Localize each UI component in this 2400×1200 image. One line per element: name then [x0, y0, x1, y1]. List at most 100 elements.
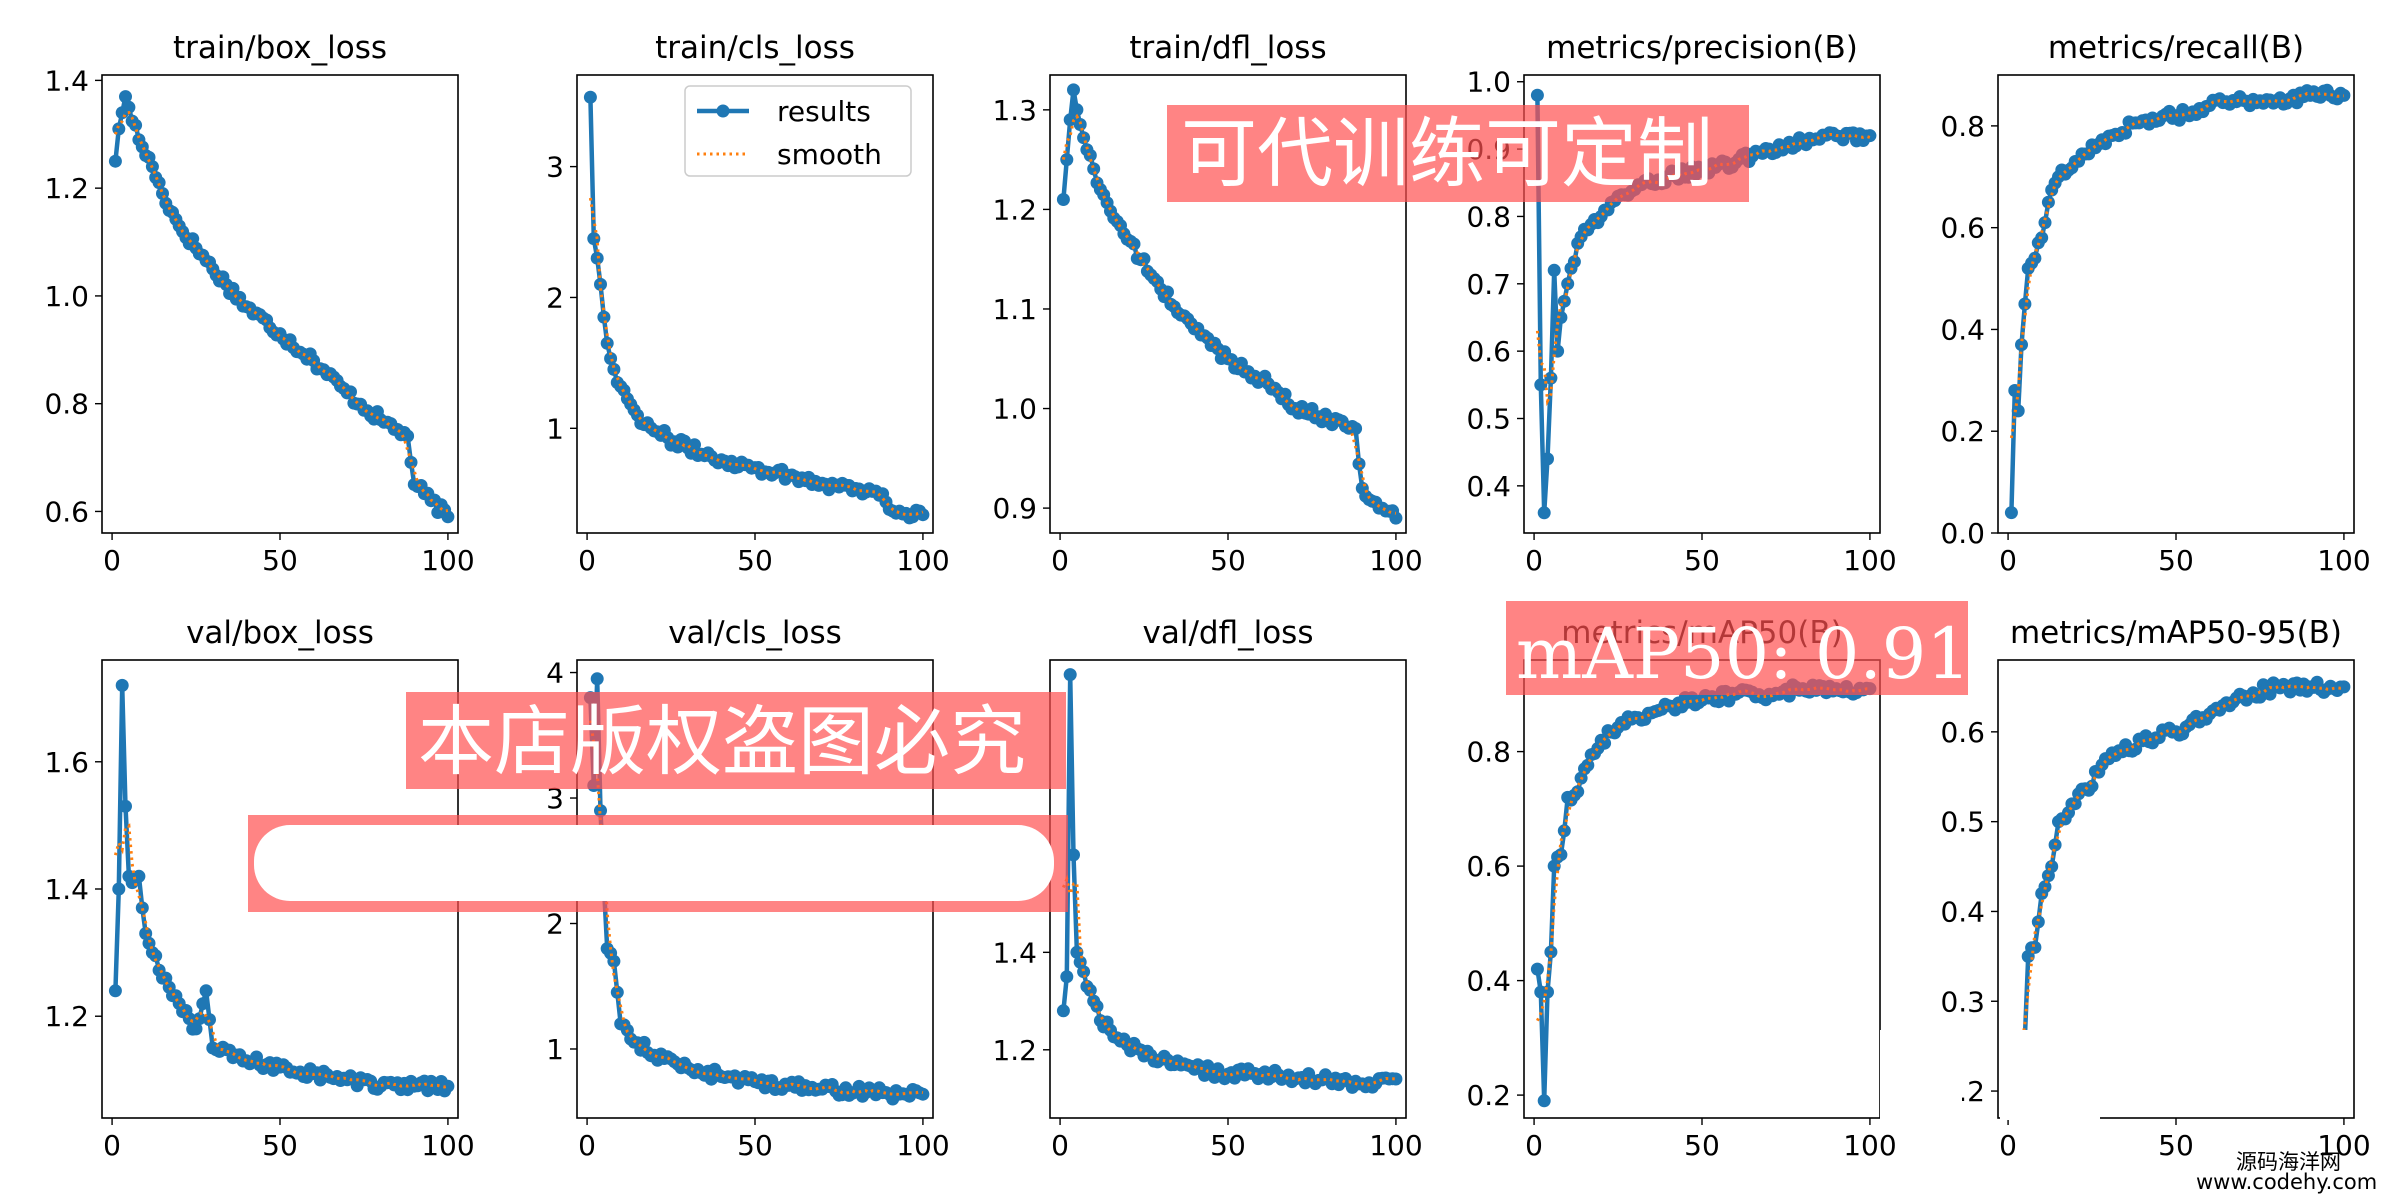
results-point	[2337, 680, 2351, 694]
x-tick-label: 0	[1999, 1129, 2017, 1162]
results-point	[139, 927, 153, 940]
watermark-blank-pill	[254, 825, 1054, 901]
x-tick-label: 0	[1525, 1129, 1543, 1162]
y-tick-label: 1.0	[992, 393, 1037, 426]
results-point	[583, 90, 597, 104]
results-point	[2038, 216, 2052, 230]
results-point	[1063, 113, 1077, 127]
series-smooth-line	[2009, 91, 2345, 439]
y-tick-label: 1.2	[992, 1034, 1037, 1067]
x-tick-label: 50	[1210, 544, 1246, 577]
results-point	[1554, 848, 1568, 862]
results-point	[132, 869, 146, 883]
results-point	[1083, 148, 1097, 162]
x-tick-label: 50	[1684, 544, 1720, 577]
y-tick-label: 0.6	[44, 495, 89, 528]
results-point	[2028, 251, 2042, 265]
y-tick-label: 0.8	[1466, 200, 1511, 233]
results-point	[594, 804, 607, 818]
results-point	[441, 1079, 455, 1093]
y-tick-label: 0.4	[1466, 470, 1511, 503]
x-tick-label: 0	[578, 1129, 596, 1162]
y-tick-label: 1	[546, 412, 564, 445]
white-patch	[2000, 1030, 2100, 1120]
subplot-title: metrics/recall(B)	[2048, 30, 2304, 66]
y-tick-label: 1.0	[44, 280, 89, 313]
results-point	[156, 187, 169, 200]
legend: results smooth	[684, 85, 912, 177]
results-point	[1544, 945, 1558, 959]
y-tick-label: 1.6	[44, 746, 89, 779]
results-point	[1349, 422, 1363, 435]
y-tick-label: 1.2	[44, 172, 89, 205]
results-point	[226, 281, 240, 295]
results-point	[1067, 848, 1080, 862]
results-point	[2015, 338, 2028, 352]
x-tick-label: 100	[421, 1129, 474, 1162]
x-tick-label: 0	[1051, 1129, 1069, 1162]
results-point	[1087, 162, 1101, 176]
results-point	[1554, 311, 1568, 324]
x-tick-label: 100	[1369, 544, 1422, 577]
results-point	[2041, 195, 2055, 209]
results-point	[1083, 983, 1097, 997]
y-tick-label: 3	[546, 151, 564, 184]
watermark-map50-text: mAP50: 0.91	[1516, 613, 1968, 695]
subplot-title: train/box_loss	[173, 30, 387, 66]
results-point	[2085, 779, 2099, 793]
results-point	[1067, 83, 1080, 97]
results-point	[1530, 88, 1544, 102]
results-point	[2031, 915, 2045, 929]
x-tick-label: 100	[2317, 1129, 2370, 1162]
x-tick-label: 50	[737, 1129, 773, 1162]
x-tick-label: 50	[737, 544, 773, 577]
series-smooth-line	[588, 197, 924, 517]
y-tick-label: 1.4	[992, 936, 1037, 969]
y-tick-label: 0.2	[1466, 1079, 1511, 1112]
axes-frame	[1523, 659, 1881, 1119]
axes-frame	[1997, 74, 2355, 534]
results-point	[600, 336, 614, 350]
site-url[interactable]: www.codehy.com	[2196, 1170, 2378, 1194]
results-point	[1063, 668, 1077, 682]
series-results-markers	[583, 90, 930, 525]
watermark-custom-training-text: 可代训练可定制	[1181, 109, 1713, 198]
results-point	[192, 1012, 206, 1026]
watermark-map50: mAP50: 0.91	[1506, 601, 1968, 695]
series-smooth-line	[1536, 686, 1870, 1022]
results-point	[189, 1022, 203, 1036]
legend-smooth-label: smooth	[777, 138, 882, 171]
results-point	[607, 362, 621, 376]
x-tick-label: 100	[2317, 544, 2370, 577]
results-point	[1557, 824, 1571, 838]
results-point	[1070, 103, 1084, 117]
results-point	[587, 232, 601, 246]
subplot-val-dfl-loss: val/dfl_loss 1.2 1.4 0 50 100	[992, 615, 1422, 1162]
results-point	[122, 100, 136, 114]
results-point	[1534, 378, 1548, 392]
results-point	[1598, 736, 1612, 750]
legend-results-marker	[716, 104, 730, 118]
subplot-val-box-loss: val/box_loss 1.2 1.4 1.6 0 50 100	[44, 615, 474, 1162]
y-tick-label: 1.4	[44, 64, 89, 97]
results-point	[1541, 452, 1554, 466]
results-point	[1060, 153, 1074, 167]
results-point	[1161, 285, 1174, 299]
series-results-markers	[1056, 668, 1403, 1094]
results-point	[1537, 506, 1551, 520]
subplot-metrics-map50-95-b: metrics/mAP50-95(B)0.20.30.40.50.60 50 100	[1940, 615, 2370, 1162]
results-point	[1581, 758, 1595, 772]
results-point	[1137, 252, 1151, 266]
results-point	[344, 385, 357, 399]
results-point	[1544, 371, 1558, 385]
results-point	[108, 984, 122, 998]
results-point	[2011, 404, 2025, 418]
y-tick-label: 1.0	[1466, 66, 1511, 99]
results-point	[441, 510, 455, 524]
y-tick-label: 1.4	[44, 873, 89, 906]
results-point	[404, 455, 418, 469]
series-smooth-line	[1061, 113, 1397, 515]
series-smooth-line	[1062, 874, 1396, 1087]
subplot-title: val/cls_loss	[668, 615, 842, 651]
